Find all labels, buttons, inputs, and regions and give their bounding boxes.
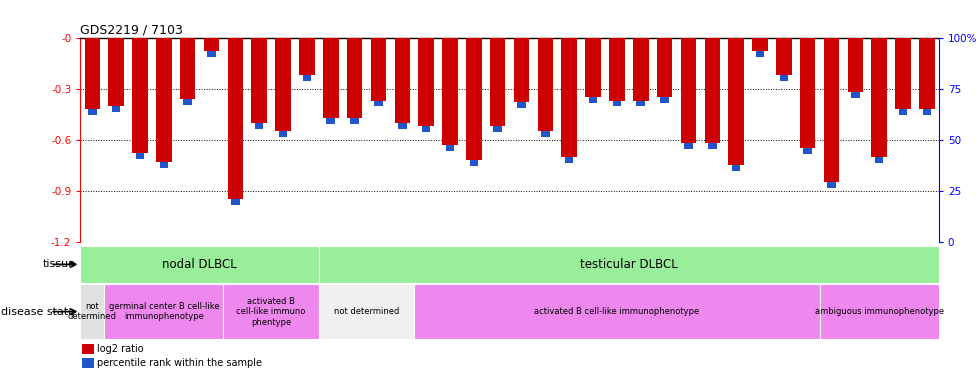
Text: percentile rank within the sample: percentile rank within the sample — [97, 358, 262, 368]
Bar — [252, 38, 267, 123]
Bar — [804, 148, 812, 154]
Bar — [370, 38, 386, 100]
Bar — [490, 38, 506, 126]
Text: ambiguous immunophenotype: ambiguous immunophenotype — [814, 307, 944, 316]
Bar — [661, 97, 669, 103]
Bar — [466, 38, 481, 160]
Bar — [776, 38, 792, 75]
Bar — [469, 160, 478, 166]
Bar — [610, 38, 624, 100]
Bar — [350, 117, 359, 123]
Bar — [851, 92, 859, 98]
Bar — [848, 38, 863, 92]
Bar — [919, 38, 935, 109]
Text: disease state: disease state — [1, 307, 75, 316]
Bar — [374, 100, 383, 106]
Text: activated B cell-like immunophenotype: activated B cell-like immunophenotype — [534, 307, 700, 316]
Bar — [415, 284, 819, 339]
Bar — [80, 246, 318, 283]
Bar — [88, 109, 97, 115]
Text: GDS2219 / 7103: GDS2219 / 7103 — [80, 23, 183, 36]
Bar — [493, 126, 502, 132]
Bar — [922, 109, 931, 115]
Bar — [275, 38, 291, 131]
Bar — [395, 38, 410, 123]
Bar — [326, 117, 335, 123]
Bar — [779, 75, 788, 81]
Bar — [418, 38, 434, 126]
Bar — [633, 38, 649, 100]
Bar — [819, 284, 939, 339]
Text: tissue: tissue — [42, 260, 75, 269]
Bar — [398, 123, 407, 129]
Bar — [303, 75, 312, 81]
Bar — [109, 38, 123, 106]
Bar — [732, 165, 741, 171]
Bar — [896, 38, 910, 109]
Bar — [514, 38, 529, 102]
Bar — [684, 143, 693, 149]
Bar — [180, 38, 195, 99]
Bar — [636, 100, 645, 106]
Bar — [347, 38, 363, 117]
Bar — [899, 109, 907, 115]
Bar — [705, 38, 720, 143]
Bar — [827, 182, 836, 188]
Bar — [824, 38, 839, 182]
Bar — [318, 284, 415, 339]
Bar — [135, 153, 144, 159]
Text: testicular DLBCL: testicular DLBCL — [580, 258, 678, 271]
Bar — [446, 145, 455, 151]
Bar — [227, 38, 243, 199]
Bar — [442, 38, 458, 145]
Bar — [541, 131, 550, 137]
Bar — [728, 38, 744, 165]
Bar — [299, 38, 315, 75]
Text: not determined: not determined — [334, 307, 399, 316]
Bar — [207, 51, 216, 57]
Bar — [753, 38, 767, 51]
Bar — [278, 131, 287, 137]
Bar — [681, 38, 696, 143]
Bar — [255, 123, 264, 129]
Bar — [84, 38, 100, 109]
Bar — [132, 38, 148, 153]
Text: not
determined: not determined — [68, 302, 117, 321]
Bar — [517, 102, 526, 108]
Bar — [875, 157, 884, 163]
Bar — [708, 143, 716, 149]
Text: nodal DLBCL: nodal DLBCL — [163, 258, 237, 271]
Bar — [657, 38, 672, 97]
Bar — [585, 38, 601, 97]
Bar — [204, 38, 220, 51]
Bar — [80, 284, 104, 339]
Text: log2 ratio: log2 ratio — [97, 344, 144, 354]
Bar — [223, 284, 318, 339]
Bar — [589, 97, 598, 103]
Bar — [871, 38, 887, 157]
Bar — [183, 99, 192, 105]
Bar — [756, 51, 764, 57]
Bar — [800, 38, 815, 148]
Bar — [104, 284, 223, 339]
Bar — [231, 199, 240, 205]
Bar — [564, 157, 573, 163]
Bar — [318, 246, 939, 283]
Bar — [538, 38, 553, 131]
Bar — [323, 38, 338, 117]
Bar — [160, 162, 169, 168]
Bar — [112, 106, 121, 112]
Text: activated B
cell-like immuno
phentype: activated B cell-like immuno phentype — [236, 297, 306, 327]
Bar — [421, 126, 430, 132]
Bar — [156, 38, 171, 162]
Bar — [612, 100, 621, 106]
Bar — [562, 38, 577, 157]
Text: germinal center B cell-like
immunophenotype: germinal center B cell-like immunophenot… — [109, 302, 220, 321]
